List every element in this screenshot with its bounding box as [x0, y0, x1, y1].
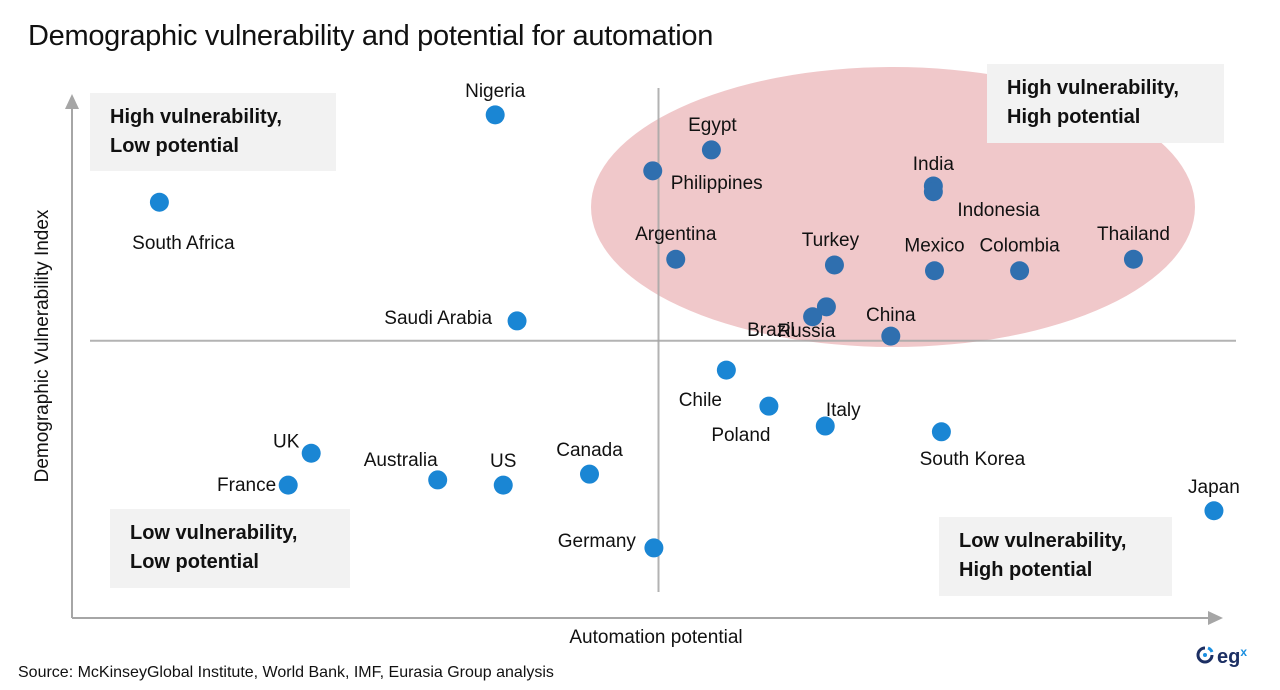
point-label-saudi-arabia: Saudi Arabia — [384, 308, 492, 329]
point-label-south-korea: South Korea — [920, 449, 1026, 470]
point-japan — [1204, 501, 1224, 521]
quadrant-box-bottom-left: Low vulnerability, Low potential — [110, 509, 350, 588]
chart-title: Demographic vulnerability and potential … — [28, 20, 714, 52]
point-poland — [759, 396, 779, 416]
point-label-chile: Chile — [679, 390, 722, 411]
point-label-russia: Russia — [777, 321, 836, 342]
point-label-india: India — [913, 154, 955, 175]
quadrant-label-line1: High vulnerability, — [110, 106, 282, 128]
quadrant-label-line1: High vulnerability, — [1007, 77, 1179, 99]
point-colombia — [1010, 261, 1030, 281]
quadrant-label-line2: Low potential — [130, 551, 259, 573]
quadrant-box-top-right: High vulnerability, High potential — [987, 64, 1224, 143]
point-france — [278, 475, 298, 495]
point-label-china: China — [866, 305, 916, 326]
quadrant-label-line2: High potential — [1007, 106, 1141, 128]
y-axis-label: Demographic Vulnerability Index — [32, 209, 53, 482]
point-germany — [644, 538, 664, 558]
point-russia — [816, 297, 836, 317]
quadrant-label-line2: High potential — [959, 559, 1093, 581]
refresh-logo-icon — [1196, 646, 1214, 664]
point-egypt — [701, 140, 721, 160]
point-label-nigeria: Nigeria — [465, 81, 526, 102]
quadrant-label-line2: Low potential — [110, 135, 239, 157]
quadrant-label-line1: Low vulnerability, — [130, 522, 298, 544]
quadrant-box-top-left: High vulnerability, Low potential — [90, 93, 336, 171]
point-label-turkey: Turkey — [802, 230, 860, 251]
points-layer: Nigeria South Africa Saudi Arabia Egypt Phil… — [132, 81, 1240, 558]
point-argentina — [666, 249, 686, 269]
point-turkey — [824, 255, 844, 275]
point-label-argentina: Argentina — [635, 224, 717, 245]
point-label-italy: Italy — [826, 400, 861, 421]
point-nigeria — [485, 105, 505, 125]
point-label-canada: Canada — [556, 440, 623, 461]
point-label-mexico: Mexico — [904, 236, 964, 257]
point-label-poland: Poland — [711, 425, 770, 446]
point-thailand — [1123, 249, 1143, 269]
logo-text: eg — [1217, 646, 1241, 668]
x-axis-label: Automation potential — [569, 627, 742, 648]
point-china — [881, 326, 901, 346]
point-uk — [301, 443, 321, 463]
point-south-korea — [931, 422, 951, 442]
point-label-south-africa: South Africa — [132, 233, 235, 254]
point-label-thailand: Thailand — [1097, 224, 1170, 245]
logo-superscript: x — [1240, 645, 1248, 659]
point-label-philippines: Philippines — [671, 173, 763, 194]
source-note: Source: McKinseyGlobal Institute, World … — [18, 664, 554, 681]
point-label-indonesia: Indonesia — [957, 200, 1040, 221]
point-label-germany: Germany — [558, 531, 637, 552]
point-label-australia: Australia — [364, 450, 438, 471]
point-south-africa — [149, 192, 169, 212]
point-us — [493, 475, 513, 495]
point-label-japan: Japan — [1188, 477, 1240, 498]
point-canada — [580, 464, 599, 484]
point-indonesia — [923, 182, 943, 202]
quadrant-label-line1: Low vulnerability, — [959, 530, 1127, 552]
brand-logo: eg x — [1196, 646, 1247, 668]
quadrant-box-bottom-right: Low vulnerability, High potential — [939, 517, 1172, 596]
point-chile — [716, 360, 736, 380]
point-label-colombia: Colombia — [979, 236, 1060, 257]
point-label-brazil: Brazil — [747, 320, 795, 341]
point-label-egypt: Egypt — [688, 115, 737, 136]
point-australia — [428, 470, 448, 490]
point-label-uk: UK — [273, 431, 300, 452]
point-saudi-arabia — [507, 311, 527, 331]
point-label-france: France — [217, 475, 276, 496]
y-axis-arrow-icon — [65, 94, 79, 109]
point-brazil — [803, 307, 823, 327]
point-mexico — [925, 261, 944, 281]
point-label-us: US — [490, 451, 516, 472]
point-italy — [815, 416, 835, 436]
x-axis-arrow-icon — [1208, 611, 1223, 625]
point-philippines — [643, 161, 663, 181]
